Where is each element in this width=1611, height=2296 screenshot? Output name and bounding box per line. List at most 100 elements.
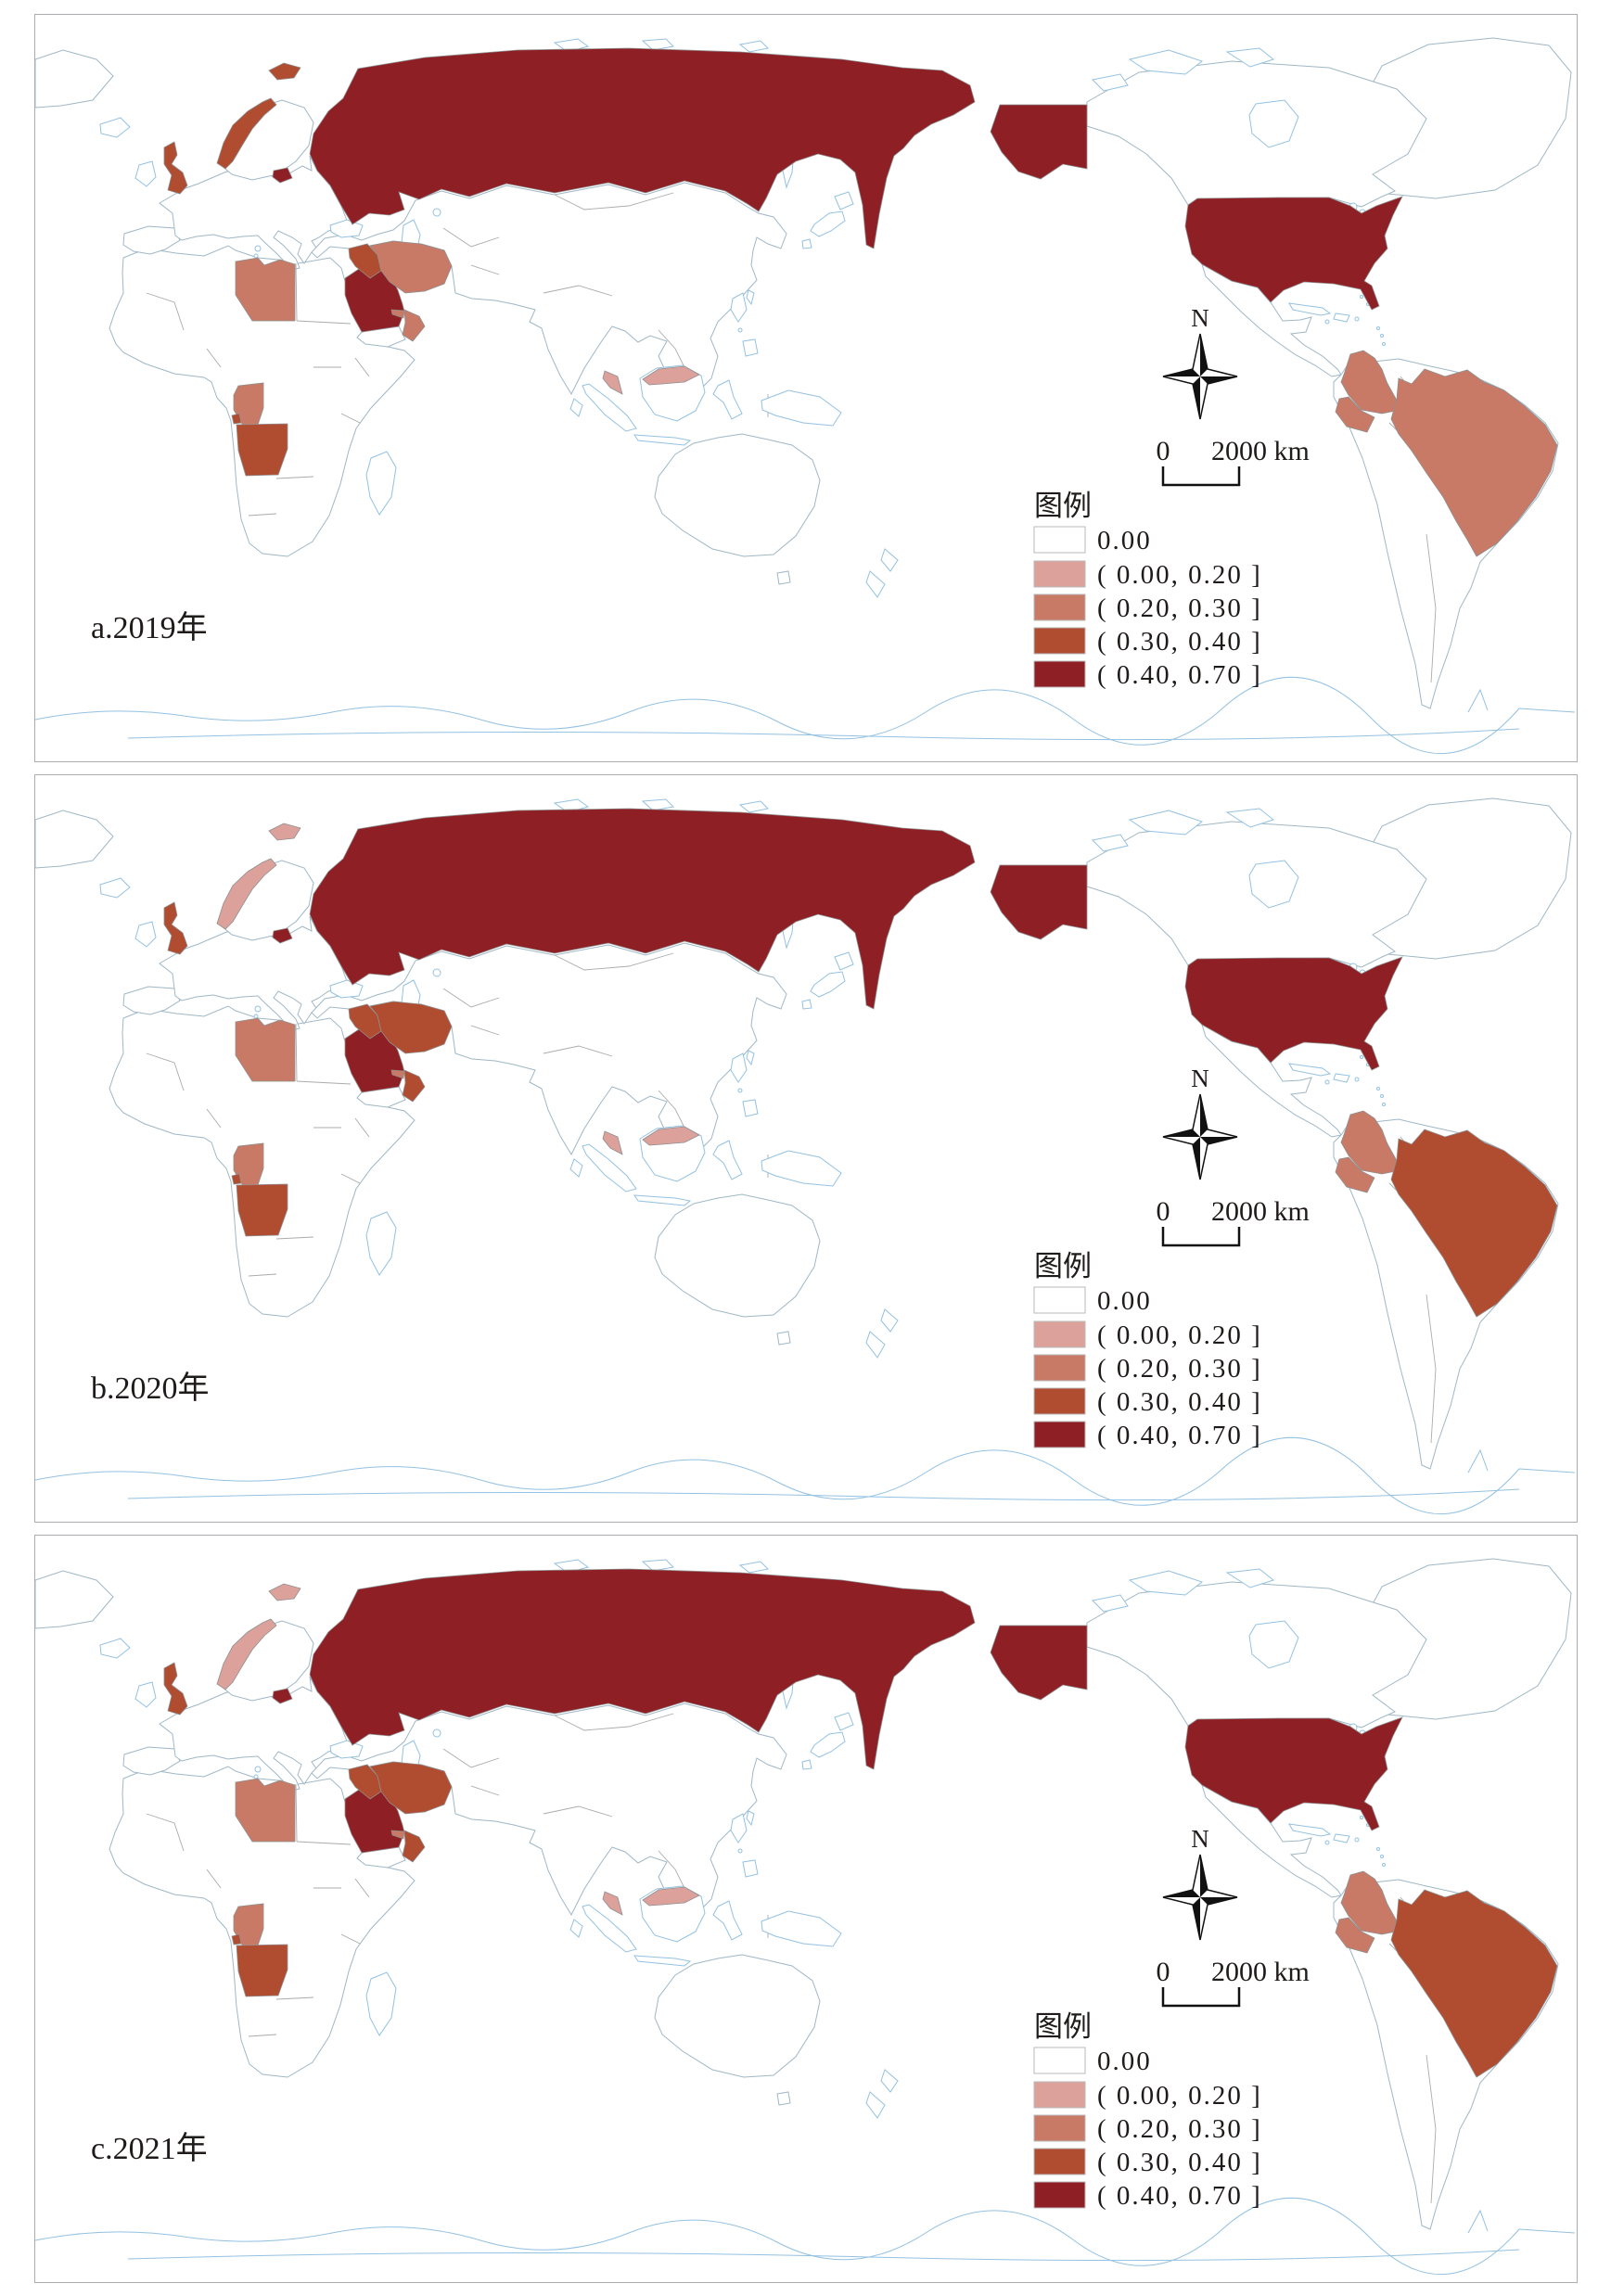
country-libya bbox=[235, 1778, 296, 1843]
north-arrow-icon: N bbox=[1162, 1825, 1238, 1941]
philippines bbox=[730, 1813, 748, 1843]
mexico-central-america bbox=[1201, 1023, 1342, 1138]
mexico-central-america bbox=[1201, 1783, 1342, 1898]
legend-swatch-1 bbox=[1033, 2081, 1086, 2109]
antarctic-peninsula bbox=[1467, 1448, 1489, 1473]
philippines bbox=[730, 292, 748, 323]
scale-distance: 2000 km bbox=[1211, 1196, 1310, 1227]
legend-swatch-3 bbox=[1033, 2148, 1086, 2175]
legend-swatch-2 bbox=[1033, 593, 1086, 621]
ireland bbox=[134, 160, 157, 187]
black-sea bbox=[329, 219, 364, 238]
legend-label-2: ( 0.20, 0.30 ] bbox=[1097, 1354, 1262, 1384]
greenland-left-fragment bbox=[35, 49, 114, 108]
country-brazil bbox=[1390, 1889, 1558, 2078]
japan bbox=[834, 191, 854, 210]
coastline-details bbox=[35, 1559, 1576, 2276]
country-uae bbox=[390, 1069, 405, 1079]
legend-title: 图例 bbox=[1034, 1250, 1092, 1282]
java bbox=[633, 1194, 692, 1206]
hudson-bay bbox=[1248, 860, 1299, 909]
antarctica-coast bbox=[35, 676, 1576, 755]
japan bbox=[834, 951, 854, 971]
country-russia bbox=[309, 47, 976, 249]
iceland bbox=[99, 877, 131, 899]
country-colombia bbox=[1340, 350, 1401, 415]
country-usa bbox=[1184, 196, 1403, 311]
country-libya bbox=[235, 257, 296, 322]
country-iraq bbox=[348, 243, 382, 279]
legend-label-3: ( 0.30, 0.40 ] bbox=[1097, 627, 1262, 657]
cuba bbox=[1288, 302, 1332, 316]
java bbox=[633, 1955, 692, 1967]
tasmania bbox=[776, 570, 791, 585]
aral-sea bbox=[432, 1728, 441, 1738]
australia bbox=[654, 1193, 821, 1318]
hispaniola bbox=[1333, 1073, 1350, 1083]
panel-label: c.2021年 bbox=[91, 2131, 208, 2166]
legend-swatch-0 bbox=[1033, 2047, 1086, 2074]
iceland bbox=[99, 1638, 131, 1659]
country-uae bbox=[390, 1830, 405, 1840]
country-usa-alaska bbox=[990, 104, 1088, 180]
legend-label-0: 0.00 bbox=[1097, 1286, 1152, 1316]
country-malaysia-west bbox=[602, 1891, 623, 1916]
sulawesi bbox=[712, 1900, 743, 1941]
legend-title: 图例 bbox=[1034, 490, 1092, 522]
australia bbox=[654, 1954, 821, 2078]
black-sea bbox=[329, 979, 364, 999]
country-angola bbox=[236, 423, 288, 477]
legend-swatch-0 bbox=[1033, 1286, 1086, 1314]
philippines bbox=[730, 1052, 748, 1083]
mexico-central-america bbox=[1201, 262, 1342, 377]
country-svalbard bbox=[268, 62, 301, 81]
legend-label-4: ( 0.40, 0.70 ] bbox=[1097, 1421, 1262, 1450]
legend-label-0: 0.00 bbox=[1097, 526, 1152, 555]
country-russia bbox=[309, 808, 976, 1010]
australia bbox=[654, 433, 821, 557]
country-iraq bbox=[348, 1764, 382, 1800]
map-panel-2020: N 0 2000 km 图例 0.00 ( 0.00, 0.20 ] ( 0.2… bbox=[34, 774, 1578, 1523]
madagascar bbox=[365, 1971, 397, 2036]
legend-swatch-2 bbox=[1033, 2114, 1086, 2142]
country-iraq bbox=[348, 1003, 382, 1040]
ireland bbox=[134, 1681, 157, 1708]
choropleth-countries bbox=[163, 808, 1558, 1318]
country-angola-cabinda bbox=[231, 1933, 242, 1945]
country-malaysia-west bbox=[602, 1130, 623, 1155]
map-legend: 图例 0.00 ( 0.00, 0.20 ] ( 0.20, 0.30 ] ( … bbox=[1033, 2010, 1262, 2211]
scale-bar: 0 2000 km bbox=[1157, 436, 1310, 487]
aral-sea bbox=[432, 208, 441, 217]
legend-label-1: ( 0.00, 0.20 ] bbox=[1097, 2081, 1262, 2111]
country-malaysia-east bbox=[642, 1886, 700, 1907]
legend-label-3: ( 0.30, 0.40 ] bbox=[1097, 2148, 1262, 2177]
madagascar bbox=[365, 451, 397, 516]
arctic-islands bbox=[1128, 1570, 1204, 1596]
legend-swatch-1 bbox=[1033, 1320, 1086, 1348]
legend-label-1: ( 0.00, 0.20 ] bbox=[1097, 1320, 1262, 1350]
country-norway bbox=[216, 1618, 277, 1690]
legend-label-2: ( 0.20, 0.30 ] bbox=[1097, 2114, 1262, 2144]
antarctic-peninsula bbox=[1467, 2209, 1489, 2234]
country-svalbard bbox=[268, 1583, 301, 1601]
coastline-details bbox=[35, 798, 1576, 1515]
country-brazil bbox=[1390, 368, 1558, 557]
country-usa bbox=[1184, 1716, 1403, 1831]
tasmania bbox=[776, 2091, 791, 2106]
legend-swatch-3 bbox=[1033, 627, 1086, 655]
scale-zero: 0 bbox=[1157, 1196, 1170, 1227]
arctic-islands bbox=[1128, 810, 1204, 835]
taiwan bbox=[746, 1810, 755, 1827]
new-zealand bbox=[880, 1308, 899, 1333]
new-guinea bbox=[761, 1150, 842, 1187]
sulawesi bbox=[712, 379, 743, 420]
legend-label-3: ( 0.30, 0.40 ] bbox=[1097, 1387, 1262, 1417]
black-sea bbox=[329, 1740, 364, 1759]
north-label: N bbox=[1191, 304, 1209, 332]
country-uk bbox=[163, 141, 188, 195]
legend-swatch-2 bbox=[1033, 1354, 1086, 1382]
scale-distance: 2000 km bbox=[1211, 1957, 1310, 1987]
legend-label-2: ( 0.20, 0.30 ] bbox=[1097, 593, 1262, 623]
country-lithuania bbox=[272, 167, 293, 184]
iberia bbox=[122, 225, 181, 255]
